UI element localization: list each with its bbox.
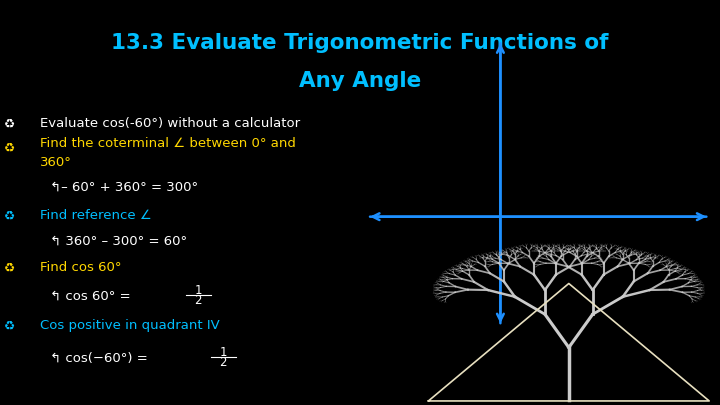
Text: Find the coterminal ∠ between 0° and: Find the coterminal ∠ between 0° and [40, 137, 295, 150]
Text: ↰ cos 60° =: ↰ cos 60° = [50, 290, 131, 303]
Text: 360°: 360° [40, 156, 71, 169]
Text: ♻: ♻ [4, 117, 15, 130]
Text: 1: 1 [220, 346, 227, 359]
Text: Find cos 60°: Find cos 60° [40, 261, 121, 274]
Text: ♻: ♻ [4, 209, 15, 222]
Text: ♻: ♻ [4, 261, 15, 274]
Text: ↰– 60° + 360° = 300°: ↰– 60° + 360° = 300° [50, 181, 199, 194]
Text: Cos positive in quadrant IV: Cos positive in quadrant IV [40, 319, 220, 332]
Text: ↰ 360° – 300° = 60°: ↰ 360° – 300° = 60° [50, 234, 187, 247]
Text: Evaluate cos(-60°) without a calculator: Evaluate cos(-60°) without a calculator [40, 117, 300, 130]
Text: Find reference ∠: Find reference ∠ [40, 209, 151, 222]
Text: 1: 1 [194, 284, 202, 297]
Text: ♻: ♻ [4, 141, 15, 154]
Text: ♻: ♻ [4, 319, 15, 332]
Text: 13.3 Evaluate Trigonometric Functions of: 13.3 Evaluate Trigonometric Functions of [112, 32, 608, 53]
Text: 2: 2 [194, 294, 202, 307]
Text: ↰ cos(−60°) =: ↰ cos(−60°) = [50, 352, 148, 365]
Text: Any Angle: Any Angle [299, 71, 421, 91]
Text: 2: 2 [220, 356, 227, 369]
